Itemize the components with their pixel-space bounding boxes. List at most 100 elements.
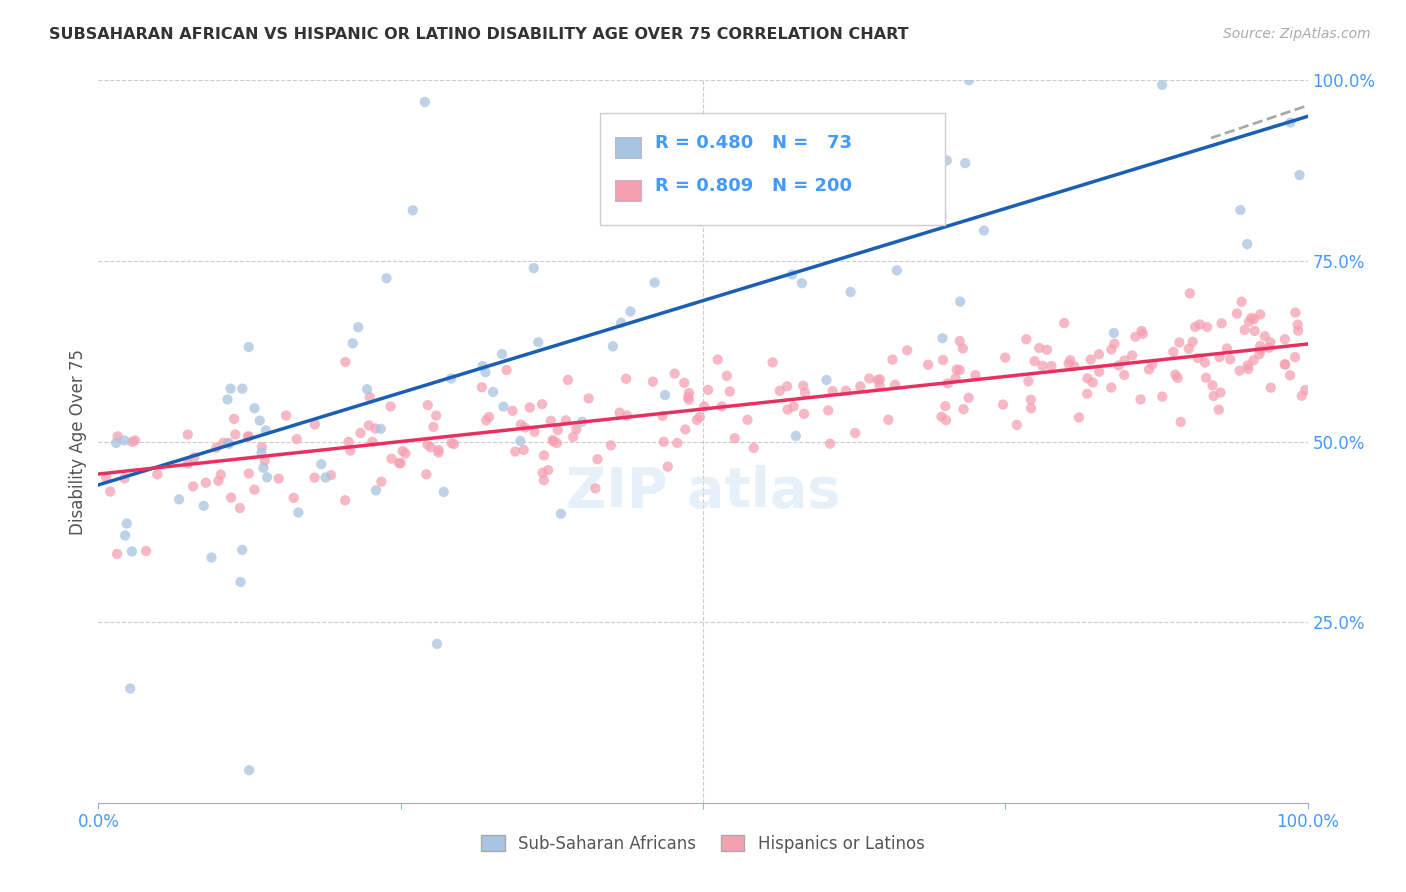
Point bbox=[952, 402, 974, 417]
Point bbox=[335, 355, 357, 369]
Point bbox=[965, 368, 987, 383]
Point bbox=[957, 73, 980, 87]
Point bbox=[949, 363, 972, 377]
Point bbox=[1279, 115, 1302, 129]
Point bbox=[1260, 381, 1282, 395]
Point bbox=[482, 384, 505, 399]
Point bbox=[135, 544, 157, 558]
Point bbox=[641, 375, 664, 389]
Point bbox=[513, 420, 536, 434]
Point bbox=[673, 422, 696, 436]
Point bbox=[238, 429, 260, 443]
Point bbox=[1137, 362, 1160, 376]
Point bbox=[231, 542, 253, 557]
Point bbox=[571, 415, 593, 429]
Point bbox=[1142, 358, 1164, 372]
Point bbox=[333, 493, 356, 508]
Point bbox=[415, 467, 437, 482]
Point bbox=[443, 437, 465, 451]
FancyBboxPatch shape bbox=[614, 180, 641, 201]
Point bbox=[1209, 385, 1232, 400]
Point bbox=[1243, 353, 1265, 368]
Point bbox=[167, 492, 190, 507]
Point bbox=[1088, 365, 1111, 379]
Point bbox=[531, 466, 554, 480]
Point bbox=[224, 412, 246, 426]
Point bbox=[1031, 359, 1053, 373]
Point bbox=[1059, 353, 1081, 368]
Point bbox=[218, 435, 240, 450]
Point bbox=[146, 467, 169, 482]
Point bbox=[678, 386, 700, 401]
Point bbox=[790, 276, 813, 290]
Point bbox=[359, 390, 381, 404]
Point bbox=[835, 384, 858, 398]
Point bbox=[1254, 329, 1277, 343]
Point bbox=[1260, 335, 1282, 350]
Point bbox=[427, 445, 450, 459]
Point bbox=[602, 120, 624, 135]
Point bbox=[304, 417, 326, 432]
Point bbox=[1102, 326, 1125, 340]
Point bbox=[207, 474, 229, 488]
Point bbox=[217, 392, 239, 407]
Point bbox=[724, 431, 747, 445]
Point bbox=[1184, 319, 1206, 334]
Point bbox=[1230, 294, 1253, 309]
Point bbox=[1286, 324, 1309, 338]
Point bbox=[229, 501, 252, 516]
Point bbox=[1187, 351, 1209, 365]
Point bbox=[231, 382, 253, 396]
Point bbox=[274, 409, 297, 423]
Point bbox=[882, 352, 904, 367]
Point bbox=[1057, 357, 1080, 371]
Point bbox=[839, 285, 862, 299]
Point bbox=[547, 423, 569, 437]
Point bbox=[693, 400, 716, 414]
Point bbox=[440, 371, 463, 385]
Point bbox=[440, 436, 463, 450]
Point bbox=[1243, 312, 1265, 326]
Point bbox=[935, 413, 957, 427]
Point bbox=[1163, 344, 1185, 359]
Point bbox=[229, 574, 252, 589]
Point bbox=[664, 367, 686, 381]
Point bbox=[1099, 343, 1122, 357]
Point bbox=[475, 413, 498, 427]
Point bbox=[283, 491, 305, 505]
Point bbox=[1040, 359, 1063, 373]
Point bbox=[689, 409, 711, 424]
Point bbox=[776, 379, 799, 393]
Point bbox=[1168, 335, 1191, 350]
Point bbox=[610, 316, 633, 330]
Point bbox=[949, 334, 972, 348]
Point bbox=[1076, 371, 1098, 385]
Point bbox=[1167, 371, 1189, 385]
Point bbox=[818, 436, 841, 450]
Point bbox=[844, 425, 866, 440]
Point bbox=[1164, 368, 1187, 382]
Point bbox=[991, 398, 1014, 412]
Point bbox=[1237, 314, 1260, 328]
Point bbox=[1152, 390, 1174, 404]
Point bbox=[1243, 324, 1265, 338]
Point bbox=[1017, 374, 1039, 388]
Point bbox=[495, 363, 517, 377]
Point bbox=[1108, 359, 1130, 373]
Point bbox=[1053, 316, 1076, 330]
Point bbox=[716, 368, 738, 383]
Point bbox=[342, 336, 364, 351]
Point bbox=[793, 407, 815, 421]
Point bbox=[509, 434, 531, 448]
Point bbox=[121, 544, 143, 558]
Point bbox=[917, 358, 939, 372]
Point bbox=[527, 335, 550, 350]
Point bbox=[523, 425, 546, 439]
Point bbox=[858, 371, 880, 385]
Point bbox=[1177, 342, 1199, 356]
Point bbox=[896, 343, 918, 358]
Point bbox=[319, 468, 342, 483]
Point bbox=[949, 294, 972, 309]
Point bbox=[1015, 332, 1038, 346]
Point bbox=[427, 442, 450, 457]
